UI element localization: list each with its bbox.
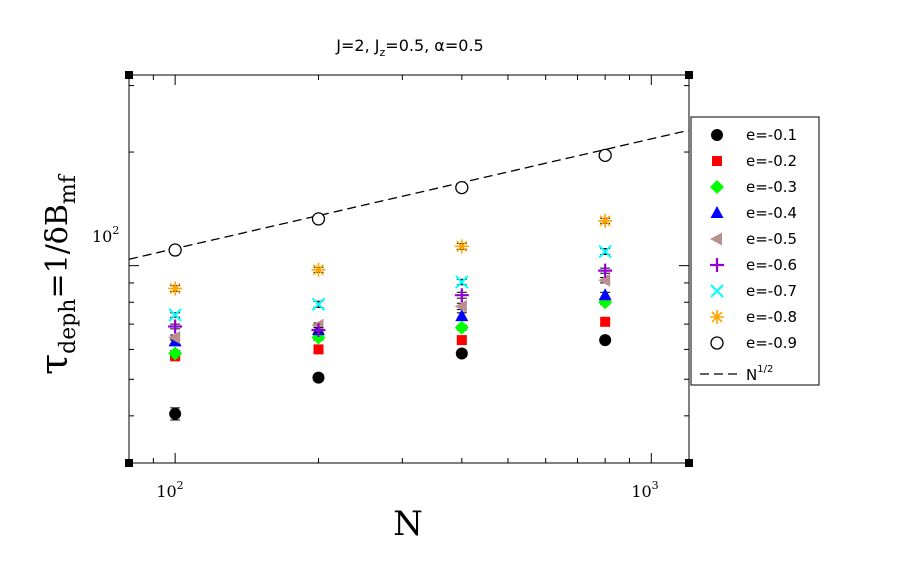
x-tick-label-1000: 103 (631, 479, 658, 501)
series-e=-0.3 (168, 295, 613, 361)
data-point (598, 244, 612, 259)
legend-marker (710, 336, 724, 350)
legend-label-e05: e=-0.5 (746, 230, 797, 248)
legend-label-fit: N1/2 (746, 364, 773, 384)
data-point (455, 309, 469, 322)
frame-corner-tr (685, 71, 693, 79)
legend-marker (711, 129, 723, 141)
legend-marker (710, 310, 724, 324)
data-point (454, 299, 467, 313)
legend-marker (710, 258, 724, 272)
data-point (456, 335, 467, 346)
legend-marker (710, 180, 724, 194)
data-point (168, 319, 183, 334)
legend-label-e08: e=-0.8 (746, 308, 797, 326)
series-e=-0.8 (168, 213, 613, 296)
data-point (313, 344, 324, 355)
series-e=-0.9 (168, 148, 612, 257)
data-point (455, 275, 469, 289)
data-point (600, 316, 611, 327)
y-axis-label: τdeph=1/δBmf (32, 173, 81, 375)
legend-label-e02: e=-0.2 (746, 152, 797, 170)
legend-label-e03: e=-0.3 (746, 178, 797, 196)
legend-label-e01: e=-0.1 (746, 126, 797, 144)
data-point (598, 288, 612, 301)
data-point (311, 262, 326, 277)
data-point (598, 213, 613, 228)
chart-title: J=2, Jz=0.5, α=0.5 (335, 36, 483, 59)
data-point (168, 243, 182, 257)
data-point (455, 347, 468, 360)
data-point (169, 407, 182, 420)
data-point (311, 323, 326, 338)
legend: e=-0.1 e=-0.2 e=-0.3 e=-0.4 e=-0.5 e=-0.… (690, 116, 820, 386)
series-e=-0.7 (168, 244, 612, 322)
data-point (168, 281, 183, 296)
plot-frame (128, 74, 690, 464)
data-layer (168, 148, 613, 421)
data-point (168, 308, 182, 322)
legend-marker (710, 284, 724, 298)
data-point (454, 320, 469, 335)
frame-corner-tl (125, 71, 133, 79)
series-e=-0.2 (170, 316, 611, 362)
legend-label-e06: e=-0.6 (746, 256, 797, 274)
data-point (311, 212, 326, 226)
x-tick-label-100: 102 (156, 479, 183, 501)
data-point (454, 288, 469, 303)
title-subscript: z (380, 46, 386, 59)
data-point (312, 371, 325, 384)
series-e=-0.5 (168, 273, 611, 345)
series-e=-0.6 (168, 263, 613, 338)
legend-marker (710, 206, 724, 218)
legend-label-e09: e=-0.9 (746, 334, 797, 352)
data-point (598, 263, 613, 278)
data-point (168, 346, 183, 361)
axis-ticks (129, 75, 689, 464)
y-tick-label-100: 102 (92, 224, 119, 246)
data-point (598, 273, 611, 287)
legend-marker (710, 232, 722, 246)
data-point (455, 180, 469, 195)
data-point (454, 239, 469, 254)
fit-line-n-half (128, 129, 690, 260)
legend-label-e07: e=-0.7 (746, 282, 797, 300)
legend-marker (712, 156, 722, 166)
data-point (598, 148, 612, 163)
legend-markers (710, 129, 724, 350)
data-point (599, 334, 612, 347)
legend-label-e04: e=-0.4 (746, 204, 797, 222)
x-axis-label: N (393, 504, 423, 544)
data-point (311, 297, 326, 311)
series-e=-0.4 (168, 288, 612, 347)
data-point (168, 331, 181, 345)
series-e=-0.1 (169, 334, 612, 421)
